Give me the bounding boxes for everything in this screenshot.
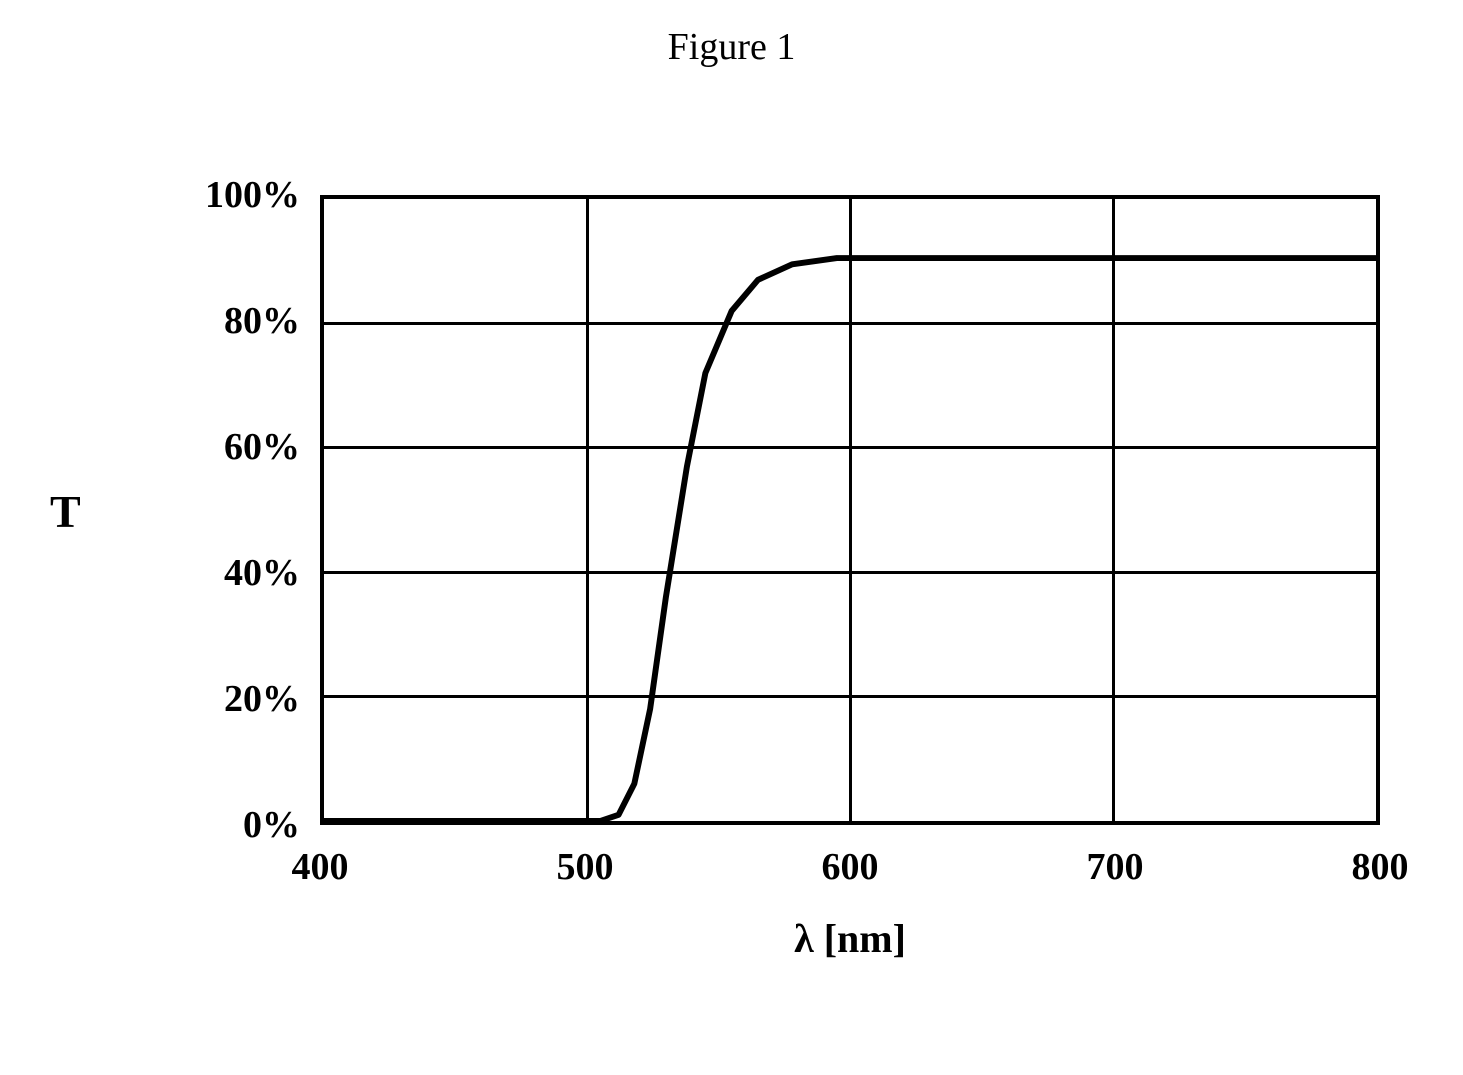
- y-tick-label: 100%: [170, 173, 300, 217]
- x-tick-label: 500: [535, 845, 635, 889]
- y-tick-label: 60%: [170, 425, 300, 469]
- x-tick-label: 800: [1330, 845, 1430, 889]
- chart-container: T 100% 80% 60% 40% 20% 0% 400 500 600 70…: [170, 195, 1380, 965]
- y-axis-label: T: [50, 485, 81, 538]
- x-tick-label: 700: [1065, 845, 1165, 889]
- y-tick-label: 80%: [170, 299, 300, 343]
- y-tick-label: 0%: [170, 803, 300, 847]
- x-axis-label: λ [nm]: [740, 915, 960, 962]
- x-tick-label: 600: [800, 845, 900, 889]
- figure-title: Figure 1: [668, 25, 796, 69]
- plot-area: [320, 195, 1380, 825]
- x-tick-label: 400: [270, 845, 370, 889]
- y-tick-label: 40%: [170, 551, 300, 595]
- y-tick-label: 20%: [170, 677, 300, 721]
- transmission-curve: [324, 199, 1376, 821]
